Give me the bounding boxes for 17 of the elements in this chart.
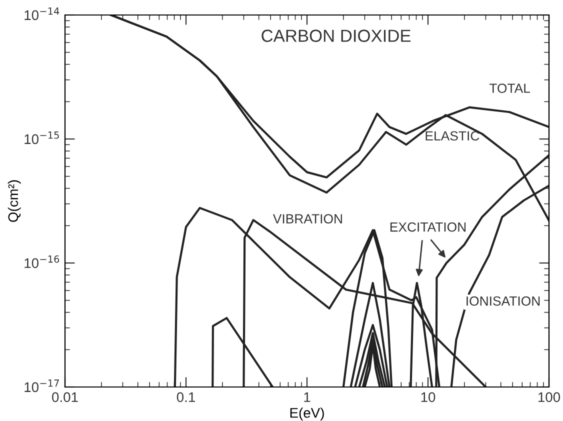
annotation: ELASTIC	[426, 131, 480, 141]
annotation: VIBRATION	[272, 214, 342, 224]
y-tick-label: 10$^{−17}$	[24, 380, 59, 392]
text: CARBON DIOXIDE	[262, 30, 411, 42]
x-tick-label: 10	[421, 392, 436, 402]
y-tick-label: 10$^{−16}$	[24, 255, 60, 268]
x-tick-label: 100	[538, 392, 560, 402]
annotation: EXCITATION	[390, 222, 466, 232]
x-axis-title: E(eV)	[290, 408, 324, 421]
y-tick-label: 10$^{−15}$	[24, 132, 59, 144]
y-axis-title: Q(cm²)	[8, 180, 21, 222]
annotation: TOTAL	[489, 84, 530, 93]
y-tick-label: 10$^{−14}$	[24, 8, 60, 20]
annotation: IONISATION	[466, 296, 540, 306]
x-tick-label: 1	[304, 392, 310, 402]
x-tick-label: 0.01	[52, 392, 78, 402]
x-tick-label: 0.1	[176, 392, 195, 402]
